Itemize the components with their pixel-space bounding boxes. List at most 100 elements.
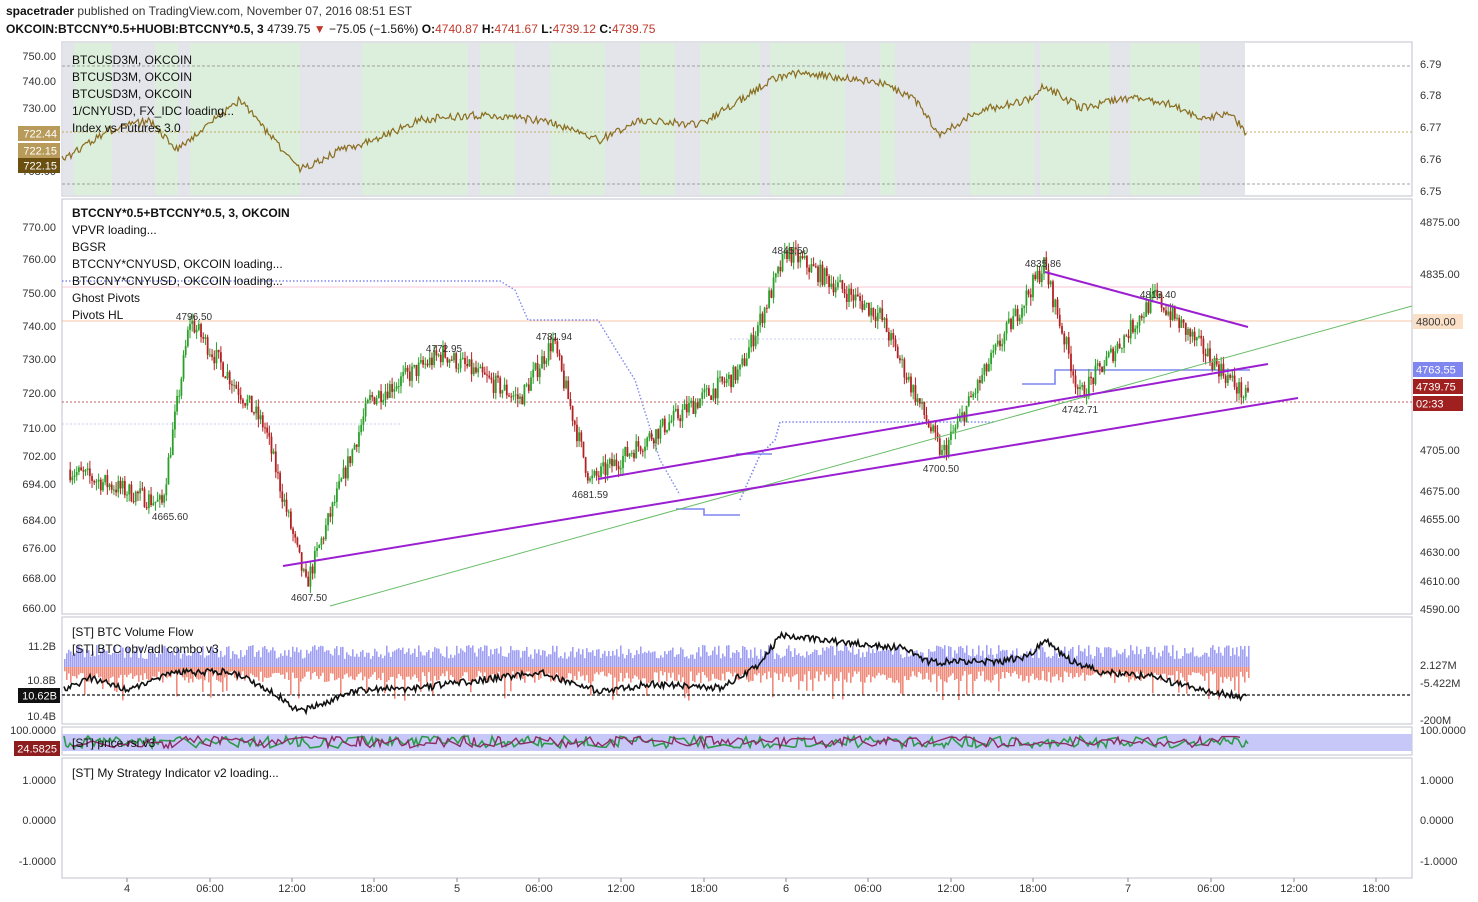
top-left-tick: 740.00	[22, 76, 56, 88]
volume-bar-down	[124, 667, 126, 675]
volume-bar-down	[1080, 667, 1082, 676]
volume-bar-down	[914, 667, 916, 676]
candle-body	[571, 406, 574, 421]
volume-bar-down	[698, 667, 700, 673]
volume-bar-down	[810, 667, 812, 680]
candle-body	[593, 471, 596, 476]
volume-bar-up	[618, 656, 620, 667]
volume-bar-down	[866, 667, 868, 678]
volume-bar-up	[156, 657, 158, 667]
volume-bar-down	[526, 667, 528, 672]
volume-bar-up	[212, 646, 214, 667]
volume-bar-down	[632, 667, 634, 679]
pivot-label: 4845.50	[772, 246, 809, 257]
volume-bar-down	[636, 667, 638, 677]
candle-body	[497, 375, 499, 378]
top-left-tick: 750.00	[22, 51, 56, 63]
session-band	[515, 43, 550, 195]
top-legend-item: BTCUSD3M, OKCOIN	[72, 70, 192, 84]
volume-bar-up	[692, 654, 694, 667]
candle-body	[1178, 317, 1181, 328]
volume-bar-down	[1218, 667, 1220, 700]
volume-bar-down	[580, 667, 582, 677]
main-legend-item: BGSR	[72, 240, 106, 254]
volume-bar-up	[118, 653, 120, 667]
candle-body	[613, 459, 616, 467]
volume-bar-up	[642, 653, 644, 667]
volume-bar-up	[732, 652, 734, 667]
open-label: O:	[421, 22, 436, 36]
candle-body	[1007, 318, 1010, 323]
volume-bar-up	[222, 656, 224, 667]
volume-bar-down	[330, 667, 332, 674]
rsi-badge: 24.5825	[17, 744, 57, 756]
mid-trend-line[interactable]	[597, 363, 1269, 480]
pivot-label: 4742.71	[1062, 405, 1099, 416]
upper-trend-line[interactable]	[1044, 271, 1249, 328]
volume-legend-item: [ST] BTC Volume Flow	[72, 625, 194, 639]
volume-bar-up	[608, 651, 610, 667]
volume-bar-down	[264, 667, 266, 678]
volume-bar-down	[86, 667, 88, 682]
volume-bar-up	[324, 651, 326, 667]
volume-bar-down	[188, 667, 190, 683]
volume-bar-up	[1238, 656, 1240, 667]
symbol-name[interactable]: OKCOIN:BTCCNY*0.5+HUOBI:BTCCNY*0.5, 3	[6, 22, 264, 36]
volume-bar-up	[514, 650, 516, 667]
volume-bar-up	[886, 648, 888, 667]
candle-body	[874, 316, 877, 321]
volume-bar-up	[130, 657, 132, 667]
candle-body	[730, 374, 733, 388]
volume-bar-down	[1220, 667, 1222, 678]
volume-bar-up	[440, 653, 442, 667]
volume-bar-down	[138, 667, 140, 682]
volume-bar-up	[1224, 647, 1226, 667]
candle-body	[492, 379, 495, 393]
volume-bar-up	[796, 654, 798, 667]
main-right-tick: 4590.00	[1420, 604, 1460, 616]
volume-bar-up	[888, 649, 890, 667]
volume-bar-down	[266, 667, 268, 679]
volume-bar-down	[920, 667, 922, 674]
volume-bar-down	[462, 667, 464, 676]
volume-bar-up	[74, 652, 76, 667]
candle-body	[1244, 387, 1247, 398]
candle-body	[905, 377, 908, 380]
volume-bar-down	[1092, 667, 1094, 675]
volume-bar-up	[544, 650, 546, 667]
volume-bar-up	[1146, 646, 1148, 667]
volume-bar-up	[822, 647, 824, 667]
volume-bar-up	[836, 645, 838, 667]
volume-bar-down	[1236, 667, 1238, 677]
candle-body	[644, 446, 646, 452]
candle-body	[679, 418, 682, 422]
volume-bar-down	[1226, 667, 1228, 679]
volume-bar-down	[342, 667, 344, 679]
volume-bar-down	[568, 667, 570, 674]
main-left-tick: 694.00	[22, 479, 56, 491]
candle-body	[659, 425, 662, 439]
volume-bar-down	[1058, 667, 1060, 681]
volume-bar-up	[720, 658, 722, 667]
volume-bar-down	[1070, 667, 1072, 674]
volume-bar-down	[732, 667, 734, 677]
top-badge-1-bg	[18, 126, 60, 141]
volume-bar-up	[384, 655, 386, 667]
volume-bar-up	[330, 653, 332, 667]
lower-trend-line[interactable]	[282, 397, 1299, 567]
candle-body	[382, 400, 385, 403]
volume-bar-down	[380, 667, 382, 681]
volume-bar-up	[896, 646, 898, 667]
volume-bar-up	[978, 645, 980, 667]
candle-body	[117, 480, 120, 493]
candle-body	[1247, 387, 1249, 392]
green-trend-line[interactable]	[329, 305, 1413, 607]
candle-body	[347, 456, 349, 479]
publisher-name[interactable]: spacetrader	[6, 4, 75, 18]
candle-body	[499, 377, 502, 394]
candle-body	[970, 396, 972, 398]
volume-bar-down	[1212, 667, 1214, 675]
volume-bar-down	[176, 667, 178, 697]
candle-body	[152, 503, 155, 506]
